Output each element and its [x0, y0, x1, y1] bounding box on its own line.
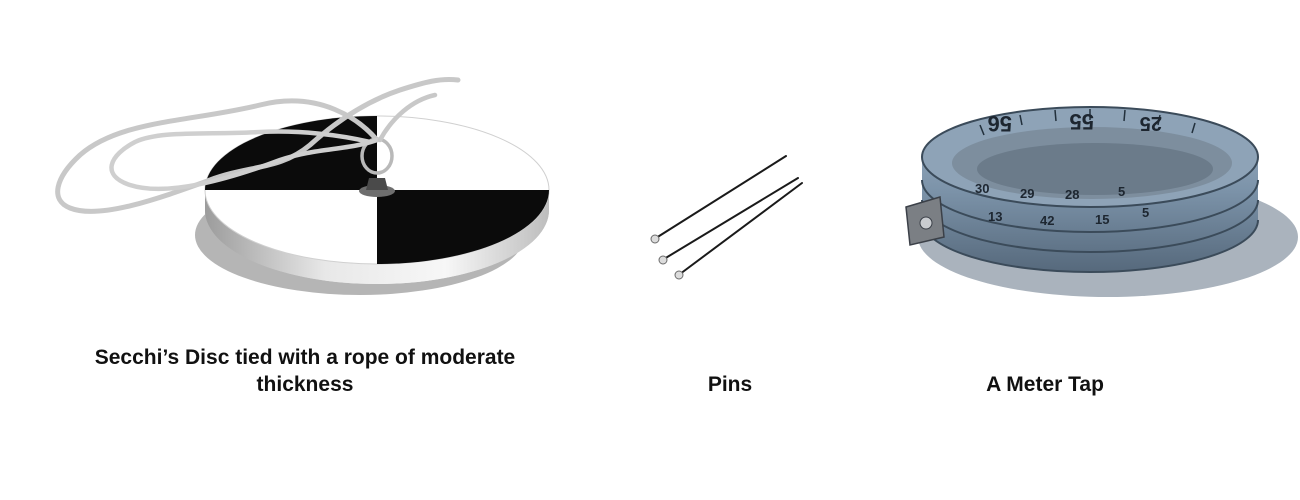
- tape-mark: 28: [1065, 187, 1079, 202]
- pin-head-3: [674, 270, 684, 280]
- tape-mark: 29: [1020, 186, 1034, 201]
- secchi-disc-caption: Secchi’s Disc tied with a rope of modera…: [94, 346, 516, 396]
- tape-mark: 5: [1118, 184, 1125, 199]
- pin-head-1: [650, 234, 660, 244]
- pin-3: [679, 182, 803, 275]
- measuring-tape-caption: A Meter Tap: [986, 373, 1104, 396]
- tape-mark: 55: [1070, 109, 1094, 134]
- tape-mark: 25: [1140, 112, 1162, 134]
- measuring-tape-icon: 56 55 25 30 29 28 5 13 42 15 5: [905, 106, 1298, 297]
- tape-mark: 13: [988, 209, 1002, 224]
- tape-mark: 42: [1040, 213, 1054, 228]
- tape-mark: 56: [988, 111, 1012, 136]
- secchi-disc-icon: [55, 77, 550, 295]
- pin-1: [655, 155, 787, 239]
- tape-mark: 30: [975, 181, 989, 196]
- pin-head-2: [658, 255, 668, 265]
- tape-mark: 5: [1142, 205, 1149, 220]
- secchi-disc-figure: [40, 60, 580, 320]
- disc-knob: [366, 178, 388, 190]
- pins-icon: [650, 155, 803, 280]
- tape-inner: [977, 143, 1213, 195]
- tape-mark: 15: [1095, 212, 1109, 227]
- measuring-tape-figure: 56 55 25 30 29 28 5 13 42 15 5: [870, 65, 1298, 305]
- pins-caption: Pins: [707, 373, 753, 396]
- pin-2: [663, 177, 799, 260]
- pins-figure: [630, 140, 850, 290]
- rope: [55, 77, 461, 214]
